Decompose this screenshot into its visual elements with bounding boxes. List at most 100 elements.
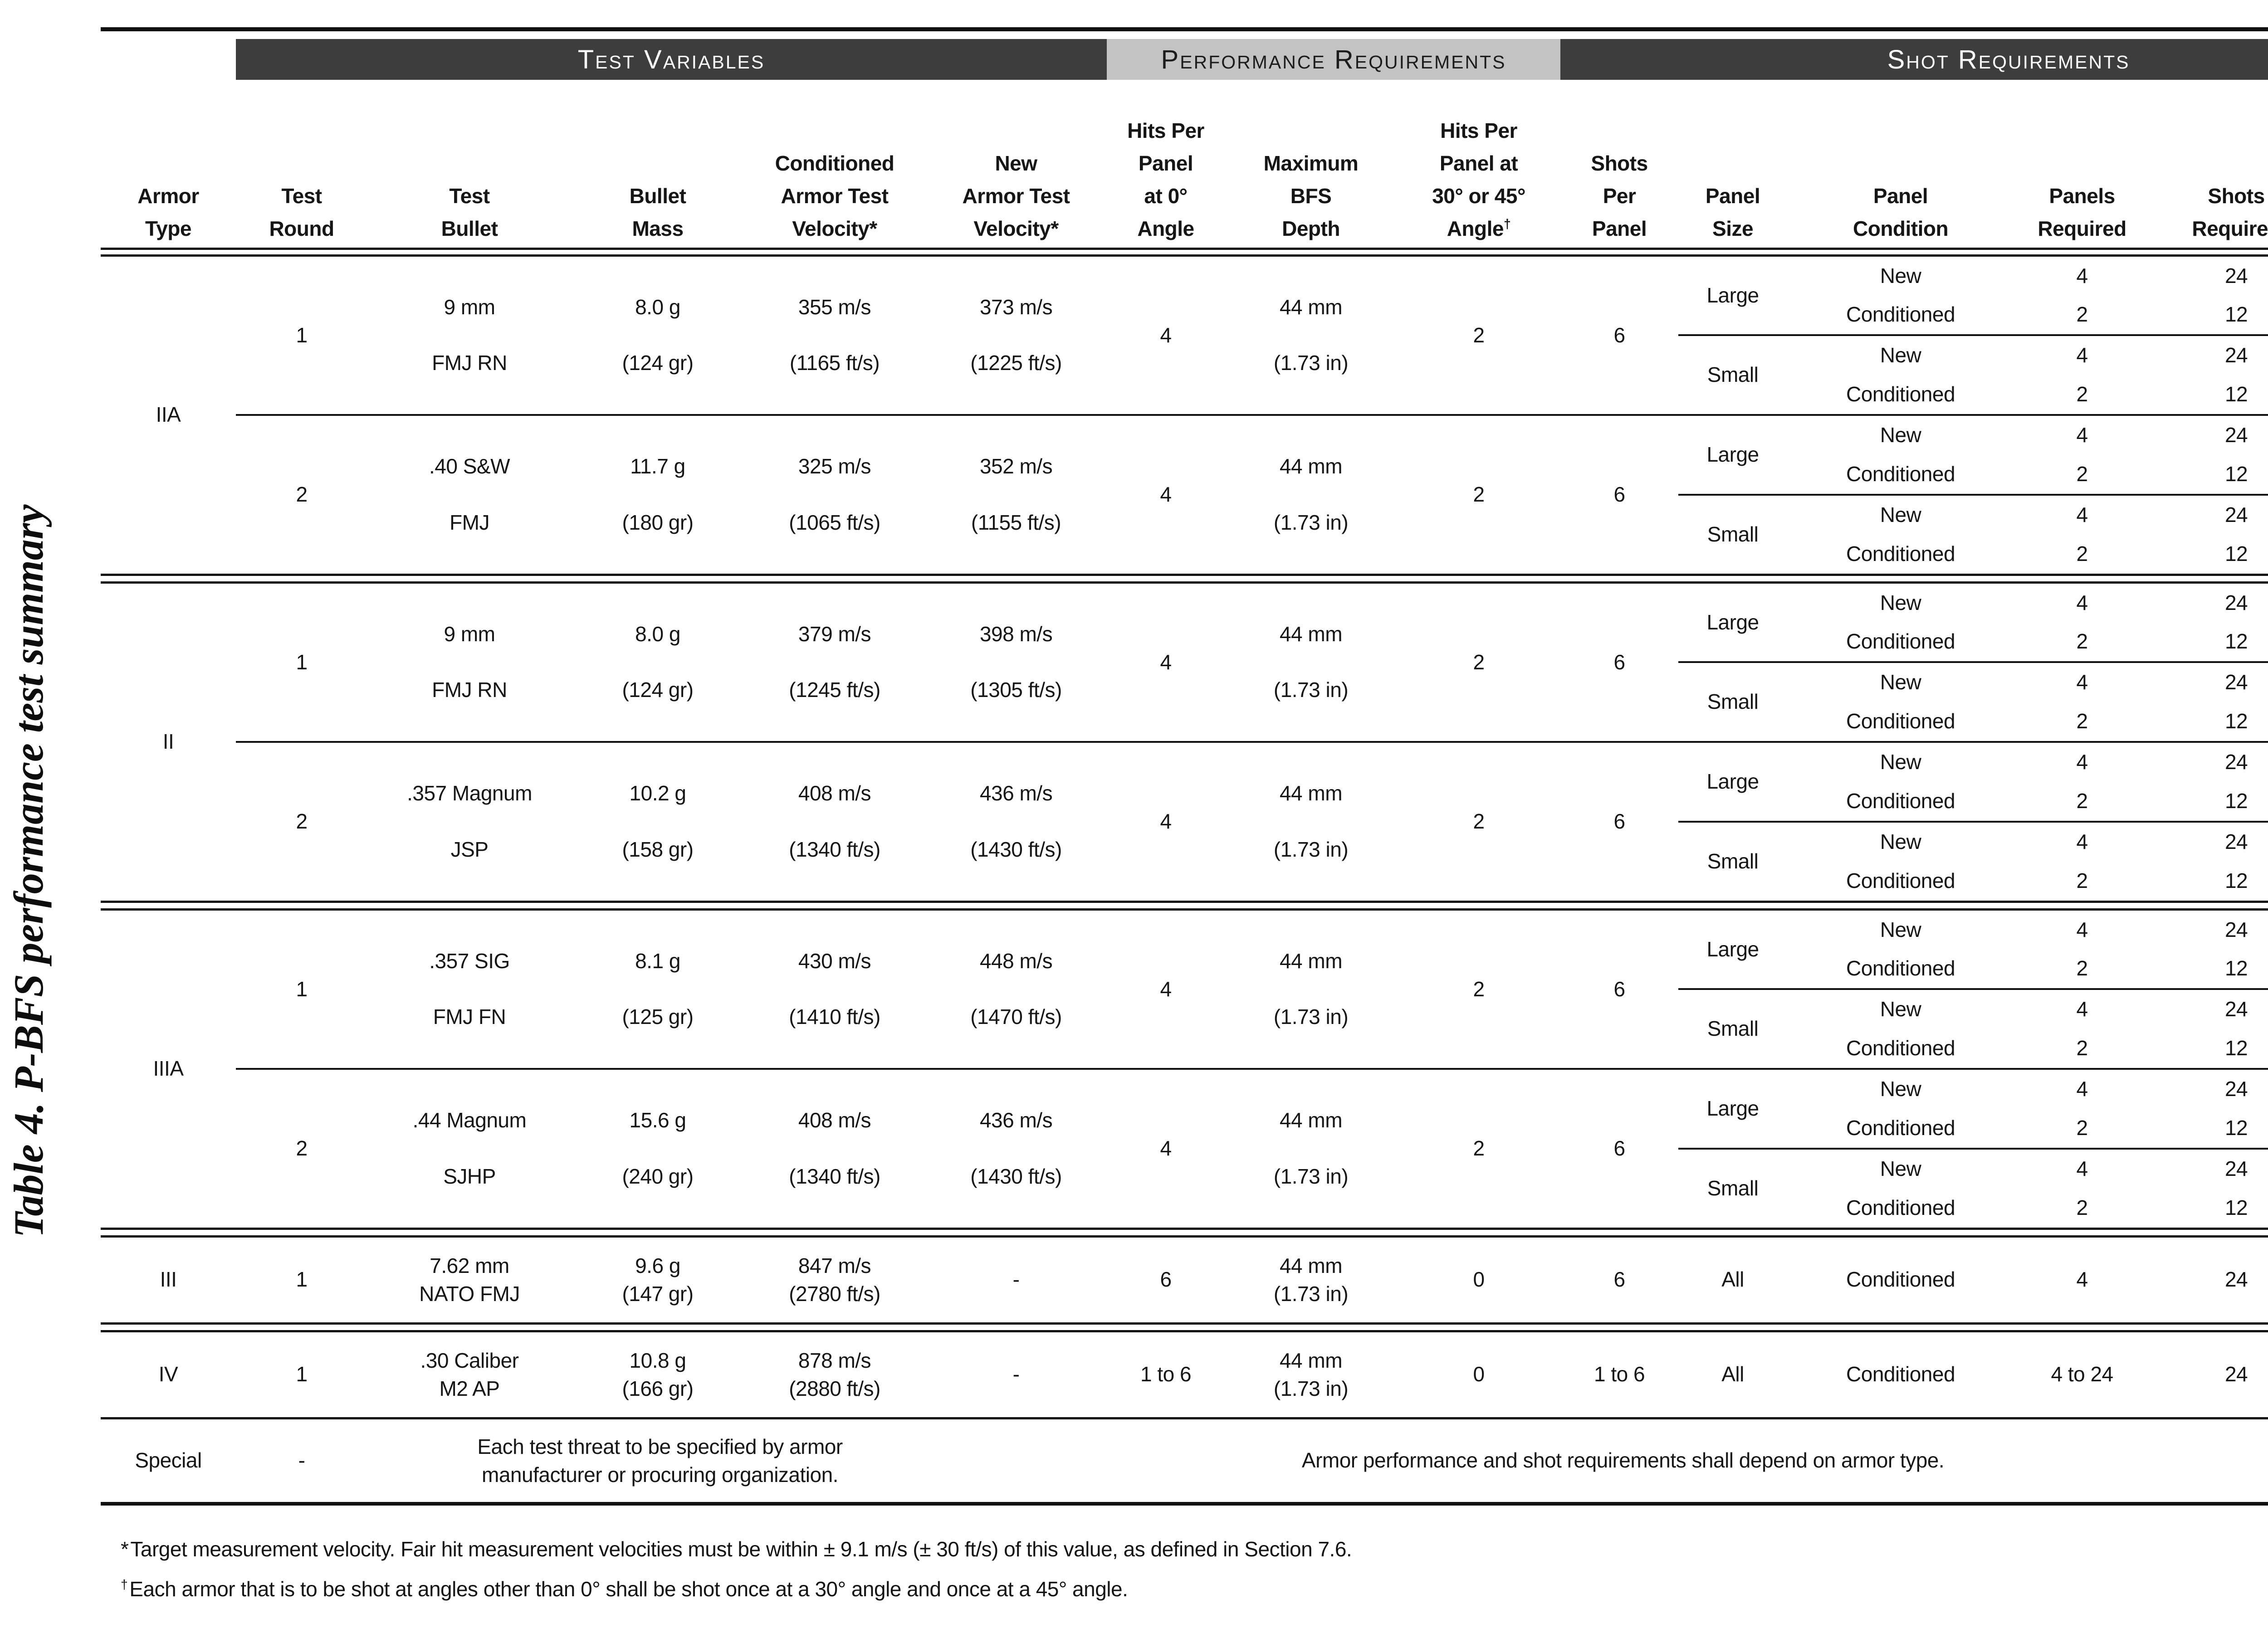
- footnote-angle: †Each armor that is to be shot at angles…: [121, 1577, 1128, 1601]
- cell-panel-condition: New: [1880, 917, 1921, 941]
- table-row: 2 .357 Magnum JSP 10.2 g (158 gr) 408 m/s(…: [101, 741, 2268, 902]
- cell-panel-size: Small: [1678, 661, 1788, 742]
- table-row: Conditioned 2 12: [101, 782, 2268, 822]
- cell-bfs-depth: 44 mm (1.73 in): [1273, 949, 1349, 1029]
- header-panel-condition: Panel Condition: [1853, 184, 1949, 240]
- cell-bfs-depth: 44 mm (1.73 in): [1273, 622, 1349, 702]
- cell-armor-type: III: [160, 1267, 177, 1292]
- cell-shots-required: 24: [2224, 590, 2248, 614]
- cell-test-bullet: 9 mm FMJ RN: [432, 295, 507, 375]
- cell-shots-per-panel: 6: [1613, 1267, 1626, 1292]
- table-row: Small New 4 24: [101, 988, 2268, 1069]
- cell-test-bullet: .44 Magnum SJHP: [367, 1068, 572, 1228]
- table-row: Conditioned 2 12: [101, 295, 2268, 335]
- cell-panel-condition: Conditioned: [1846, 1116, 1955, 1140]
- cell-hits-30-45: 2: [1397, 741, 1561, 902]
- table-row: Conditioned 2 12: [101, 535, 2268, 575]
- table-row: Conditioned 2 12: [101, 702, 2268, 742]
- table-row: Conditioned 2 12: [101, 622, 2268, 662]
- header-new-velocity: New Armor Test Velocity*: [962, 151, 1070, 240]
- cell-shots-required: 24: [2150, 334, 2268, 375]
- cell-panels-required: 2: [2076, 1116, 2088, 1140]
- cell-bullet-mass: 8.0 g (124 gr): [622, 622, 694, 702]
- cell-panel-condition: Conditioned: [1846, 302, 1955, 327]
- cell-test-round: -: [236, 1417, 367, 1502]
- cell-conditioned-velocity: 408 m/s (1340 ft/s): [744, 741, 925, 902]
- cell-shots-required: 12: [2224, 956, 2248, 980]
- cell-bullet-mass: 15.6 g (240 gr): [572, 1068, 744, 1228]
- cell-hits-0: 4: [1107, 414, 1225, 575]
- cell-bullet-mass: 9.6 g (147 gr): [622, 1254, 694, 1306]
- cell-panel-size: Small: [1678, 334, 1788, 415]
- cell-panels-required: 4: [2014, 821, 2151, 862]
- cell-panel-size: All: [1721, 1362, 1744, 1386]
- cell-panel-condition: Conditioned: [1846, 869, 1955, 892]
- header-max-bfs: Maximum BFS Depth: [1263, 151, 1359, 240]
- cell-panels-required: 4: [2076, 1267, 2088, 1292]
- dagger-superscript: †: [1503, 217, 1511, 232]
- cell-panel-condition: New: [1787, 821, 2014, 862]
- cell-new-velocity: -: [1012, 1362, 1020, 1386]
- footnote-velocity: *Target measurement velocity. Fair hit m…: [121, 1537, 1352, 1561]
- cell-special-threat-note: Each test threat to be specified by armo…: [367, 1417, 1107, 1502]
- cell-panel-size: Small: [1678, 1148, 1788, 1228]
- cell-panels-required: 2: [2076, 1036, 2088, 1060]
- cell-shots-required: 24: [2150, 414, 2268, 455]
- cell-test-round: 2: [236, 414, 367, 575]
- cell-panels-required: 4: [2076, 590, 2088, 614]
- cell-new-velocity: 436 m/s (1430 ft/s): [925, 741, 1107, 902]
- cell-hits-30-45: 2: [1473, 323, 1485, 347]
- cell-panel-size: Small: [1678, 988, 1788, 1069]
- cell-panels-required: 4: [2014, 988, 2151, 1029]
- cell-conditioned-velocity: 430 m/s (1410 ft/s): [789, 949, 880, 1029]
- cell-bfs-depth: 44 mm (1.73 in): [1273, 1349, 1349, 1400]
- cell-conditioned-velocity: 878 m/s (2880 ft/s): [789, 1349, 880, 1400]
- cell-test-round: 1: [296, 650, 308, 674]
- cell-armor-type: IIA: [156, 403, 181, 427]
- cell-panel-condition: New: [1880, 263, 1921, 288]
- cell-panel-condition: Conditioned: [1846, 542, 1955, 565]
- table-row: Small New 4 24: [101, 334, 2268, 415]
- cell-panels-required: 4: [2014, 1068, 2151, 1109]
- table-row: 2 .44 Magnum SJHP 15.6 g (240 gr) 408 m/s(…: [101, 1068, 2268, 1228]
- cell-panels-required: 4: [2014, 414, 2151, 455]
- table-row: IIIA 1 .357 SIG FMJ FN 8.1 g (125 gr) 430 …: [101, 909, 2268, 1081]
- header-shots-required: Shots Required: [2192, 184, 2268, 240]
- cell-panel-size: Small: [1678, 821, 1788, 902]
- table-row: Conditioned 2 12: [101, 455, 2268, 495]
- cell-panels-required: 2: [2076, 382, 2088, 406]
- cell-panel-condition: New: [1787, 661, 2014, 702]
- header-hits-0: Hits Per Panel at 0° Angle: [1127, 118, 1204, 240]
- cell-hits-0: 1 to 6: [1140, 1362, 1192, 1386]
- cell-armor-type: IIIA: [153, 1057, 184, 1081]
- table-row: Small New 4 24: [101, 494, 2268, 575]
- rule-double: [101, 573, 2268, 584]
- rule-below-header: [101, 247, 2268, 257]
- cell-hits-0: 4: [1107, 741, 1225, 902]
- cell-shots-per-panel: 6: [1613, 977, 1626, 1001]
- header-test-round: Test Round: [269, 184, 334, 240]
- cell-panel-condition: New: [1787, 1148, 2014, 1189]
- table-row: Conditioned 2 12: [101, 949, 2268, 989]
- table-row: 2 .40 S&W FMJ 11.7 g (180 gr) 325 m/s (1065…: [101, 414, 2268, 575]
- cell-bfs-depth: 44 mm (1.73 in): [1273, 1254, 1349, 1306]
- cell-panel-condition: New: [1787, 1068, 2014, 1109]
- cell-panel-condition: Conditioned: [1846, 956, 1955, 980]
- rule-double: [101, 1322, 2268, 1332]
- cell-bfs-depth: 44 mm (1.73 in): [1273, 295, 1349, 375]
- cell-panel-condition: Conditioned: [1846, 789, 1955, 813]
- cell-panel-condition: New: [1787, 988, 2014, 1029]
- cell-shots-required: 24: [2224, 1267, 2248, 1292]
- cell-panel-condition: Conditioned: [1846, 1362, 1955, 1386]
- cell-shots-required: 24: [2224, 263, 2248, 288]
- cell-conditioned-velocity: 355 m/s (1165 ft/s): [789, 295, 880, 375]
- cell-panel-condition: Conditioned: [1846, 1196, 1955, 1219]
- cell-armor-type: II: [162, 730, 174, 754]
- table-row: III 1 7.62 mm NATO FMJ 9.6 g (147 gr) 84…: [101, 1236, 2268, 1323]
- group-header-row: Test Variables Performance Requirements …: [101, 39, 2268, 80]
- cell-panels-required: 4: [2014, 494, 2151, 535]
- cell-panels-required: 2: [2076, 1196, 2088, 1219]
- table-row: Small New 4 24: [101, 661, 2268, 742]
- cell-hits-30-45: 2: [1397, 414, 1561, 575]
- table-row: IV 1 .30 Caliber M2 AP 10.8 g (166 gr) 8…: [101, 1331, 2268, 1418]
